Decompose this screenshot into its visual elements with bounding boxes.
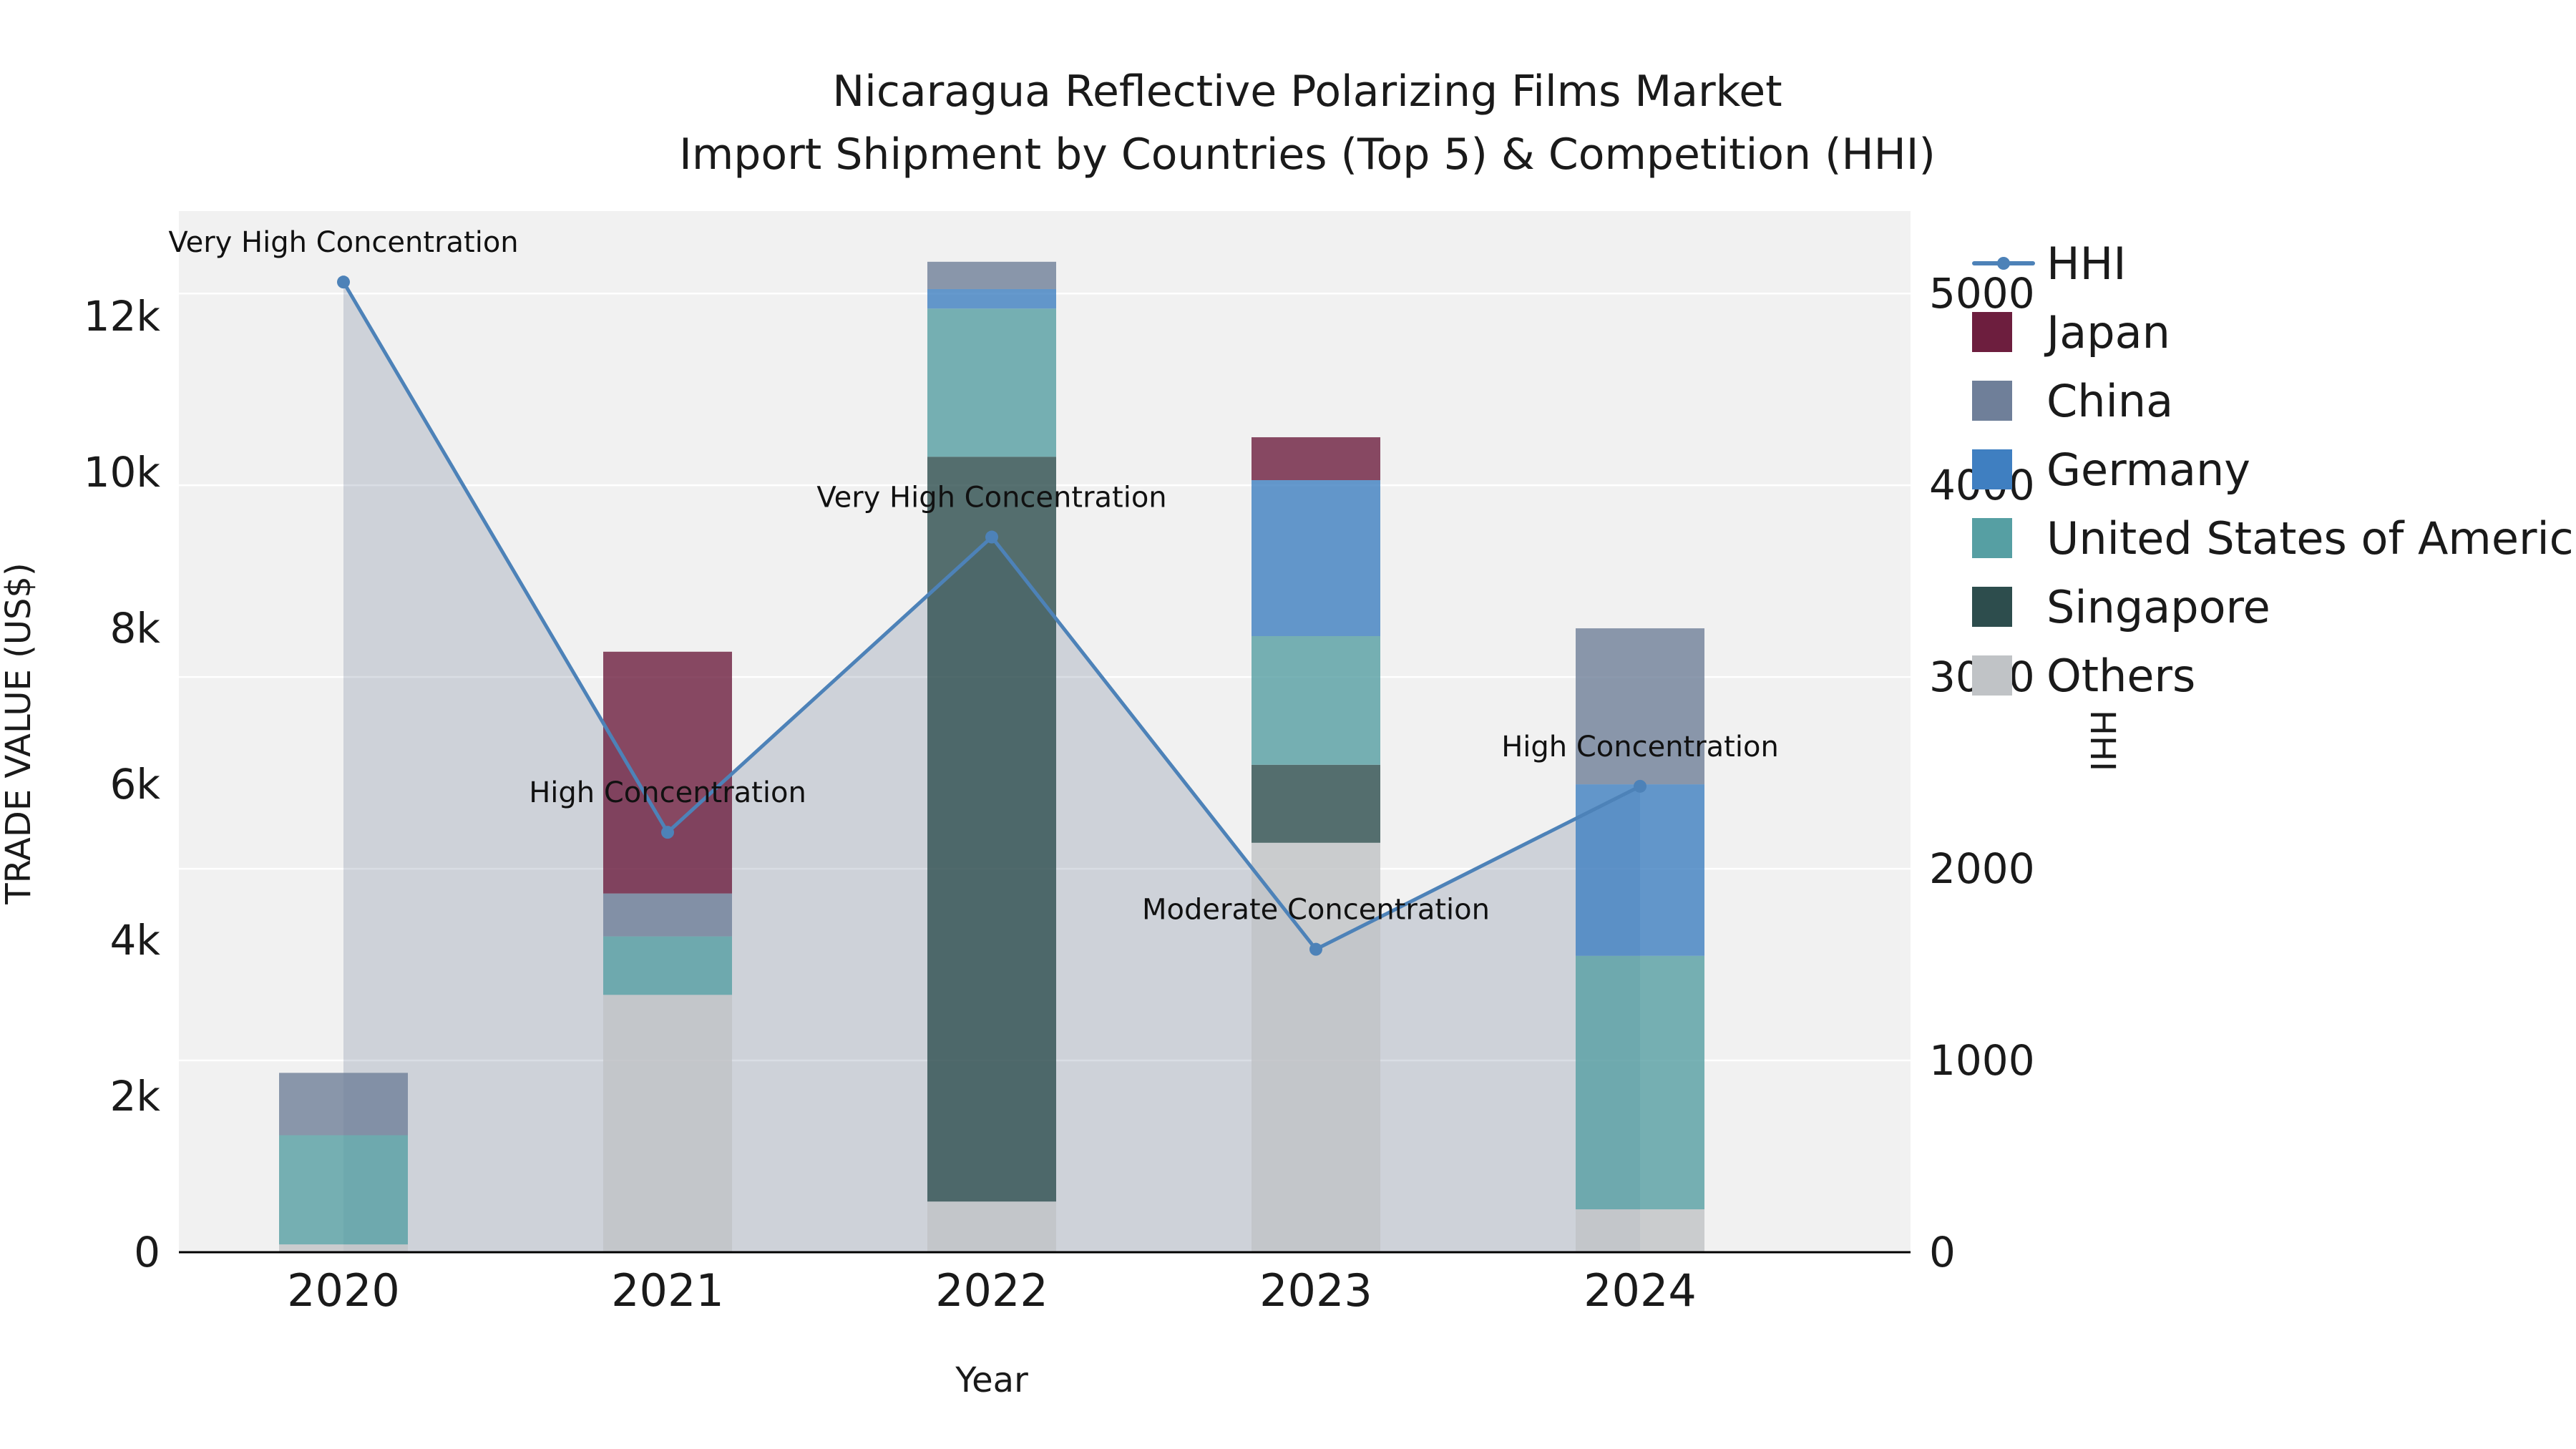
y-axis-left-title: TRADE VALUE (US$) bbox=[0, 562, 39, 904]
hhi-marker-sample bbox=[1997, 257, 2010, 270]
bar-segment-others-2023 bbox=[1252, 842, 1380, 1252]
hhi-annotation-2022: Very High Concentration bbox=[816, 482, 1166, 514]
bar-segment-china-2021 bbox=[603, 893, 732, 937]
chart-title-line2: Import Shipment by Countries (Top 5) & C… bbox=[679, 130, 1936, 180]
color-square-icon bbox=[1972, 312, 2012, 352]
bar-segment-others-2021 bbox=[603, 995, 732, 1252]
y-left-tick-0: 0 bbox=[134, 1228, 160, 1277]
legend: HHI Japan China Germany United States of Ame… bbox=[1972, 229, 2576, 710]
hhi-annotation-2021: High Concentration bbox=[529, 776, 806, 809]
hhi-point-2023 bbox=[1309, 942, 1322, 956]
bar-segment-japan-2023 bbox=[1252, 437, 1380, 481]
y-left-tick-12k: 12k bbox=[84, 292, 161, 341]
hhi-annotation-2024: High Concentration bbox=[1501, 731, 1779, 763]
legend-label: HHI bbox=[2046, 237, 2127, 290]
legend-item-singapore[interactable]: Singapore bbox=[1972, 572, 2576, 641]
x-axis-title: Year bbox=[955, 1360, 1028, 1400]
legend-label: Others bbox=[2046, 649, 2196, 702]
color-square-icon bbox=[1972, 655, 2012, 696]
bar-segment-japan-2021 bbox=[603, 651, 732, 894]
legend-item-germany[interactable]: Germany bbox=[1972, 435, 2576, 504]
y-right-tick-0: 0 bbox=[1929, 1228, 1956, 1277]
bar-segment-united-states-of-america-2020 bbox=[279, 1135, 408, 1245]
bar-segment-germany-2024 bbox=[1576, 784, 1704, 956]
bar-segment-united-states-of-america-2024 bbox=[1576, 955, 1704, 1210]
x-tick-2020: 2020 bbox=[287, 1264, 400, 1317]
color-square-icon bbox=[1972, 381, 2012, 421]
legend-item-united-states-of-america[interactable]: United States of America bbox=[1972, 504, 2576, 572]
y-left-tick-2k: 2k bbox=[110, 1072, 161, 1121]
x-tick-2023: 2023 bbox=[1259, 1264, 1372, 1317]
bar-segment-singapore-2023 bbox=[1252, 764, 1380, 843]
color-square-icon bbox=[1972, 518, 2012, 558]
legend-swatch-japan bbox=[1972, 311, 2035, 353]
chart-title: Nicaragua Reflective Polarizing Films Ma… bbox=[0, 60, 2576, 186]
y-right-tick-5000: 5000 bbox=[1929, 269, 2035, 318]
y-left-tick-6k: 6k bbox=[110, 760, 161, 809]
bar-segment-others-2020 bbox=[279, 1244, 408, 1252]
hhi-annotation-2020: Very High Concentration bbox=[168, 226, 518, 259]
x-tick-2024: 2024 bbox=[1584, 1264, 1697, 1317]
x-tick-2022: 2022 bbox=[935, 1264, 1048, 1317]
bar-segment-germany-2023 bbox=[1252, 480, 1380, 636]
chart-title-line1: Nicaragua Reflective Polarizing Films Ma… bbox=[832, 67, 1782, 117]
legend-label: China bbox=[2046, 374, 2174, 427]
bar-segment-china-2020 bbox=[279, 1073, 408, 1136]
hhi-point-2020 bbox=[337, 275, 350, 289]
legend-item-hhi[interactable]: HHI bbox=[1972, 229, 2576, 298]
legend-label: United States of America bbox=[2046, 512, 2576, 565]
legend-label: Singapore bbox=[2046, 580, 2270, 633]
legend-swatch-singapore bbox=[1972, 585, 2035, 628]
color-square-icon bbox=[1972, 587, 2012, 627]
bar-segment-united-states-of-america-2023 bbox=[1252, 635, 1380, 765]
hhi-point-2021 bbox=[661, 826, 674, 839]
x-tick-2021: 2021 bbox=[611, 1264, 724, 1317]
bar-segment-germany-2022 bbox=[927, 288, 1056, 309]
bar-segment-others-2022 bbox=[927, 1201, 1056, 1252]
legend-swatch-others bbox=[1972, 654, 2035, 697]
legend-item-japan[interactable]: Japan bbox=[1972, 298, 2576, 366]
legend-swatch-united-states-of-america bbox=[1972, 517, 2035, 560]
y-left-tick-8k: 8k bbox=[110, 604, 161, 653]
hhi-annotation-2023: Moderate Concentration bbox=[1142, 894, 1490, 927]
legend-swatch-china bbox=[1972, 379, 2035, 422]
color-square-icon bbox=[1972, 449, 2012, 489]
hhi-point-2022 bbox=[985, 530, 998, 544]
bar-segment-united-states-of-america-2022 bbox=[927, 308, 1056, 457]
legend-item-china[interactable]: China bbox=[1972, 366, 2576, 435]
legend-swatch-germany bbox=[1972, 448, 2035, 491]
y-right-tick-1000: 1000 bbox=[1929, 1036, 2035, 1085]
hhi-point-2024 bbox=[1634, 779, 1646, 793]
legend-label: Germany bbox=[2046, 443, 2250, 496]
legend-label: Japan bbox=[2046, 306, 2170, 358]
bar-segment-others-2024 bbox=[1576, 1209, 1704, 1252]
bar-segment-singapore-2022 bbox=[927, 457, 1056, 1202]
bar-segment-china-2022 bbox=[927, 261, 1056, 289]
legend-item-others[interactable]: Others bbox=[1972, 641, 2576, 710]
bar-segment-united-states-of-america-2021 bbox=[603, 936, 732, 995]
y-left-tick-4k: 4k bbox=[110, 916, 161, 965]
y-left-tick-10k: 10k bbox=[84, 448, 161, 497]
hhi-line-icon bbox=[1972, 242, 2035, 285]
y-axis-right-title: HHI bbox=[2082, 710, 2122, 771]
bar-segment-china-2024 bbox=[1576, 628, 1704, 785]
y-right-tick-2000: 2000 bbox=[1929, 844, 2035, 893]
plot-layer: Very High Concentration High Concentratio… bbox=[84, 211, 2035, 1317]
